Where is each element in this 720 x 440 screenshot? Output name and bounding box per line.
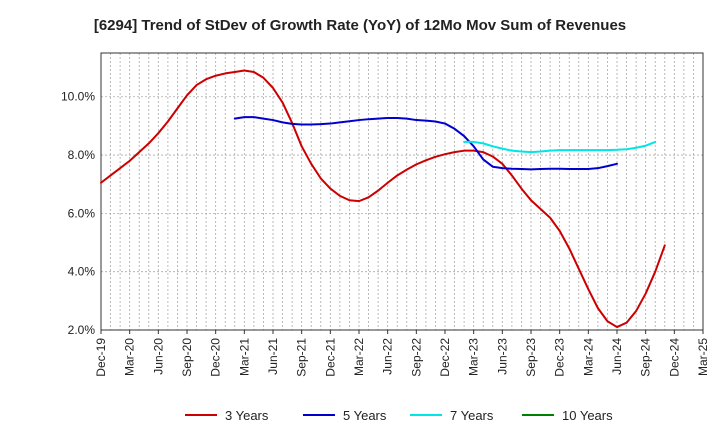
x-tick-label: Jun-20 bbox=[151, 338, 165, 375]
y-tick-label: 6.0% bbox=[68, 206, 96, 220]
x-tick-label: Sep-23 bbox=[524, 338, 538, 377]
x-tick-label: Dec-19 bbox=[94, 338, 108, 377]
x-tick-label: Jun-22 bbox=[381, 338, 395, 375]
chart-title: [6294] Trend of StDev of Growth Rate (Yo… bbox=[94, 17, 626, 34]
x-tick-label: Dec-21 bbox=[323, 338, 337, 377]
x-axis: Dec-19 Mar-20 Jun-20 Sep-20 Dec-20 Mar-21 Jun-… bbox=[94, 330, 710, 377]
x-tick-label: Jun-23 bbox=[495, 338, 509, 375]
grid bbox=[101, 53, 703, 331]
x-tick-label: Dec-23 bbox=[553, 338, 567, 377]
x-tick-label: Dec-20 bbox=[209, 338, 223, 377]
x-tick-label: Mar-24 bbox=[581, 338, 595, 376]
plot-frame bbox=[100, 52, 704, 331]
series-lines bbox=[100, 69, 666, 329]
x-tick-label: Sep-22 bbox=[409, 338, 423, 377]
x-tick-label: Jun-24 bbox=[610, 338, 624, 375]
y-tick-label: 2.0% bbox=[68, 323, 96, 337]
legend-label: 3 Years bbox=[225, 408, 269, 423]
x-tick-label: Mar-21 bbox=[237, 338, 251, 376]
x-tick-label: Dec-22 bbox=[438, 338, 452, 377]
y-tick-label: 4.0% bbox=[68, 265, 96, 279]
legend: 3 Years 5 Years 7 Years 10 Years bbox=[185, 408, 613, 423]
x-tick-label: Sep-20 bbox=[180, 338, 194, 377]
x-tick-label: Sep-24 bbox=[639, 338, 653, 377]
x-tick-label: Dec-24 bbox=[667, 338, 681, 377]
x-tick-label: Mar-22 bbox=[352, 338, 366, 376]
series-line-7-years bbox=[463, 140, 657, 154]
legend-label: 5 Years bbox=[343, 408, 387, 423]
series-line-3-years bbox=[100, 69, 666, 329]
legend-label: 7 Years bbox=[450, 408, 494, 423]
series-line-5-years bbox=[233, 116, 618, 171]
y-tick-label: 10.0% bbox=[61, 90, 95, 104]
x-tick-label: Mar-20 bbox=[123, 338, 137, 376]
x-tick-label: Jun-21 bbox=[266, 338, 280, 375]
plot-area-border bbox=[100, 52, 704, 331]
x-tick-label: Mar-23 bbox=[467, 338, 481, 376]
y-tick-label: 8.0% bbox=[68, 148, 96, 162]
x-tick-label: Mar-25 bbox=[696, 338, 710, 376]
x-tick-label: Sep-21 bbox=[295, 338, 309, 377]
legend-label: 10 Years bbox=[562, 408, 613, 423]
y-axis: 2.0% 4.0% 6.0% 8.0% 10.0% bbox=[61, 90, 95, 337]
